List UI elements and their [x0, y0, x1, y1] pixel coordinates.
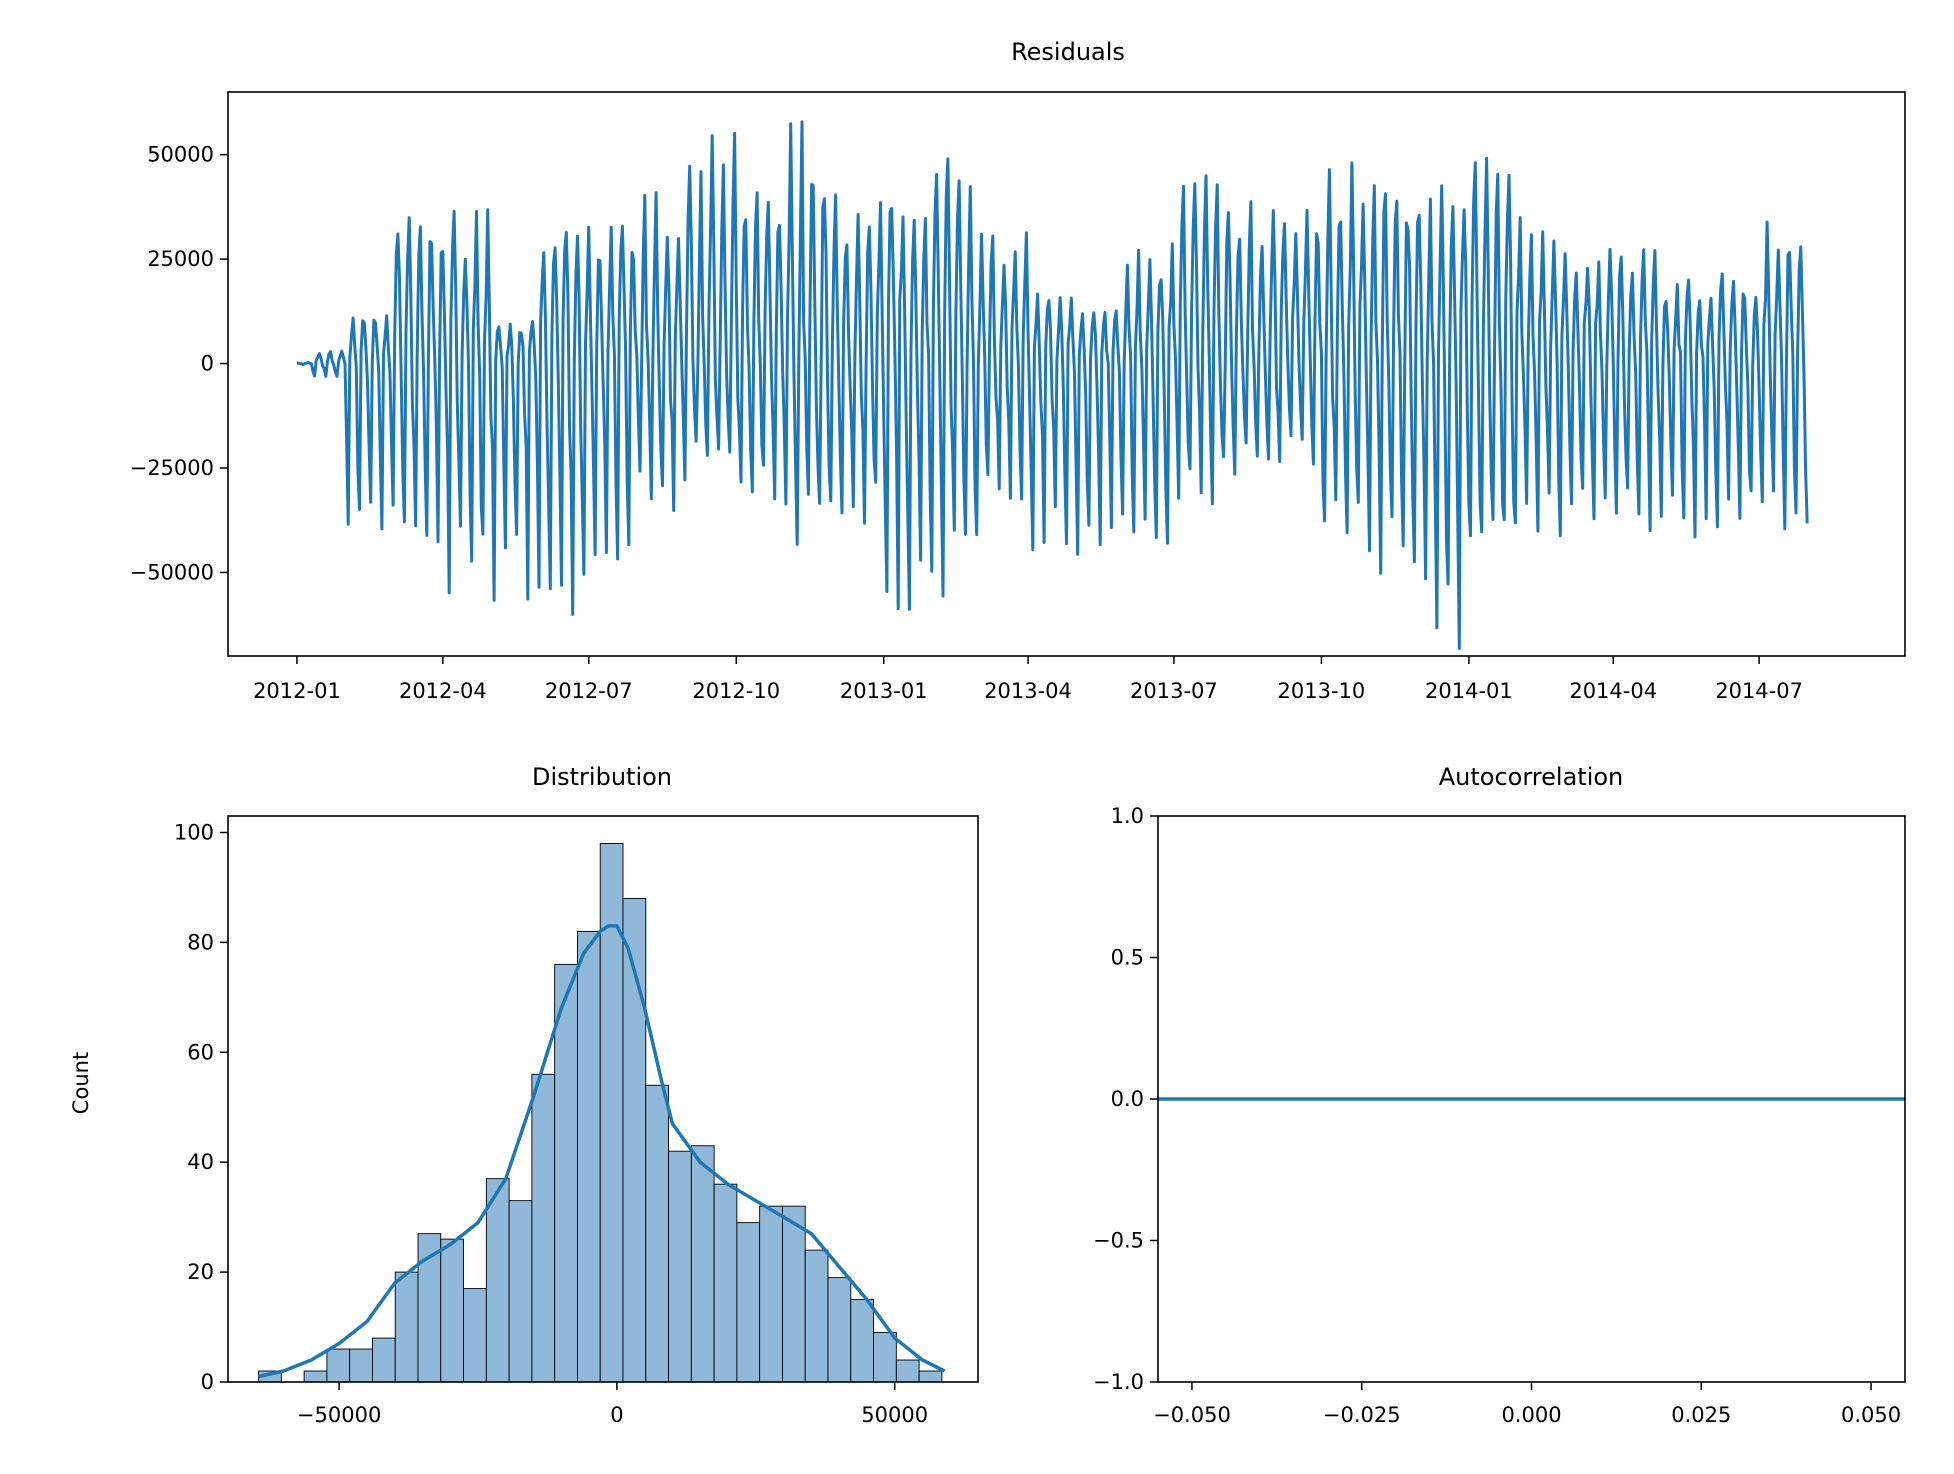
histogram-bar	[713, 1183, 738, 1383]
x-tick-label: 0.025	[1671, 1403, 1731, 1427]
histogram-bar	[759, 1205, 783, 1383]
x-tick-label: 2014-07	[1715, 679, 1803, 703]
x-tick-label: 50000	[861, 1403, 928, 1427]
histogram-bar	[303, 1370, 328, 1383]
histogram-bar	[645, 1084, 670, 1383]
y-tick-label: 100	[174, 820, 214, 844]
autocorrelation-y-axis: −1.0 −0.5 0.0 0.5 1.0	[1093, 804, 1158, 1394]
histogram-bar	[371, 1337, 396, 1383]
distribution-x-axis: −50000 0 50000	[297, 1382, 928, 1427]
histogram-bar	[827, 1277, 852, 1383]
histogram-bar	[349, 1348, 373, 1383]
autocorrelation-panel: Autocorrelation −0.050 −0.025 0.000 0.025 0.…	[1093, 763, 1906, 1427]
y-tick-label: 1.0	[1111, 804, 1144, 828]
distribution-y-axis: 0 20 40 60 80 100	[174, 820, 228, 1394]
residuals-line	[296, 120, 1809, 650]
y-tick-label: −0.5	[1093, 1229, 1144, 1253]
residuals-title: Residuals	[1011, 38, 1125, 66]
x-tick-label: 2012-01	[253, 679, 341, 703]
histogram-bar	[508, 1200, 533, 1383]
x-tick-label: 2013-04	[984, 679, 1072, 703]
x-tick-label: 0.000	[1501, 1403, 1561, 1427]
histogram-bar	[554, 963, 578, 1383]
x-tick-label: 2012-07	[545, 679, 633, 703]
histogram-bar	[668, 1150, 692, 1383]
y-tick-label: 0	[201, 352, 214, 376]
histogram-bar	[463, 1288, 487, 1383]
x-tick-label: 2014-04	[1569, 679, 1657, 703]
histogram-bar	[781, 1205, 806, 1383]
y-tick-label: 0.5	[1111, 946, 1144, 970]
x-tick-label: 2012-10	[692, 679, 780, 703]
distribution-title: Distribution	[532, 763, 672, 791]
distribution-axes-frame	[227, 815, 979, 1383]
x-tick-label: 2014-01	[1425, 679, 1513, 703]
distribution-y-axis-label: Count	[69, 1052, 93, 1114]
histogram-bar	[326, 1348, 351, 1383]
histogram-bar	[804, 1249, 829, 1383]
y-tick-label: −1.0	[1093, 1370, 1144, 1394]
x-tick-label: −0.050	[1153, 1403, 1231, 1427]
autocorrelation-x-axis: −0.050 −0.025 0.000 0.025 0.050	[1153, 1382, 1901, 1427]
residuals-panel: Residuals 2012-01 2012-04 2012-07 2012-10 20…	[130, 38, 1906, 703]
y-tick-label: 20	[187, 1260, 214, 1284]
histogram-bar	[918, 1370, 943, 1383]
y-tick-label: 0.0	[1111, 1087, 1144, 1111]
x-tick-label: 2013-01	[840, 679, 928, 703]
x-tick-label: 2012-04	[399, 679, 487, 703]
histogram-bar	[394, 1271, 419, 1383]
x-tick-label: 2013-10	[1278, 679, 1366, 703]
x-tick-label: −50000	[297, 1403, 381, 1427]
histogram-bar	[895, 1359, 920, 1383]
y-tick-label: 60	[187, 1040, 214, 1064]
histogram-bar	[850, 1299, 875, 1383]
x-tick-label: 2013-07	[1130, 679, 1218, 703]
y-tick-label: 0	[201, 1370, 214, 1394]
residuals-x-axis: 2012-01 2012-04 2012-07 2012-10 2013-01 2013-…	[253, 656, 1803, 703]
y-tick-label: 25000	[147, 247, 214, 271]
histogram-bar	[736, 1222, 761, 1383]
histogram-bar	[531, 1073, 556, 1383]
histogram-bar	[485, 1178, 510, 1383]
residuals-y-axis: −50000 −25000 0 25000 50000	[130, 143, 228, 584]
y-tick-label: 40	[187, 1150, 214, 1174]
histogram-bar	[576, 930, 601, 1383]
residuals-plot-area	[296, 120, 1809, 650]
y-tick-label: 80	[187, 930, 214, 954]
histogram-bar	[690, 1145, 715, 1383]
residuals-axes-frame	[227, 91, 1906, 657]
distribution-panel: Distribution Count −50000 0 50000 0 20 40 60 8…	[69, 763, 979, 1427]
x-tick-label: −0.025	[1323, 1403, 1401, 1427]
y-tick-label: 50000	[147, 143, 214, 167]
x-tick-label: 0.050	[1841, 1403, 1901, 1427]
histogram-bar	[873, 1332, 897, 1383]
y-tick-label: −50000	[130, 560, 214, 584]
kde-curve	[258, 924, 946, 1379]
histogram-bar	[440, 1238, 465, 1383]
autocorrelation-title: Autocorrelation	[1439, 763, 1624, 791]
y-tick-label: −25000	[130, 456, 214, 480]
x-tick-label: 0	[610, 1403, 623, 1427]
